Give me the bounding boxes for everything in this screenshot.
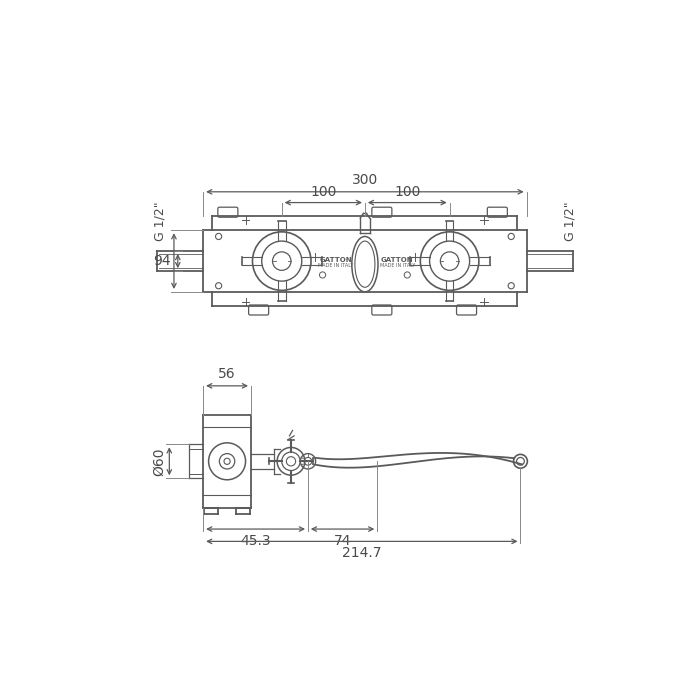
Text: Ø60: Ø60	[153, 447, 167, 475]
Text: 94: 94	[153, 254, 171, 268]
Text: 56: 56	[218, 368, 236, 382]
Text: GATTON: GATTON	[381, 257, 414, 262]
Text: MADE IN ITALY: MADE IN ITALY	[318, 263, 354, 268]
Text: 100: 100	[310, 185, 337, 199]
Text: MADE IN ITALY: MADE IN ITALY	[379, 263, 415, 268]
Text: GATTON: GATTON	[319, 257, 352, 262]
Text: 45.3: 45.3	[240, 533, 271, 547]
Text: 74: 74	[334, 533, 351, 547]
Text: 100: 100	[394, 185, 421, 199]
Text: 214.7: 214.7	[342, 546, 382, 560]
Text: 300: 300	[352, 173, 378, 187]
Text: G 1/2": G 1/2"	[564, 202, 576, 241]
Text: G 1/2": G 1/2"	[153, 202, 167, 241]
